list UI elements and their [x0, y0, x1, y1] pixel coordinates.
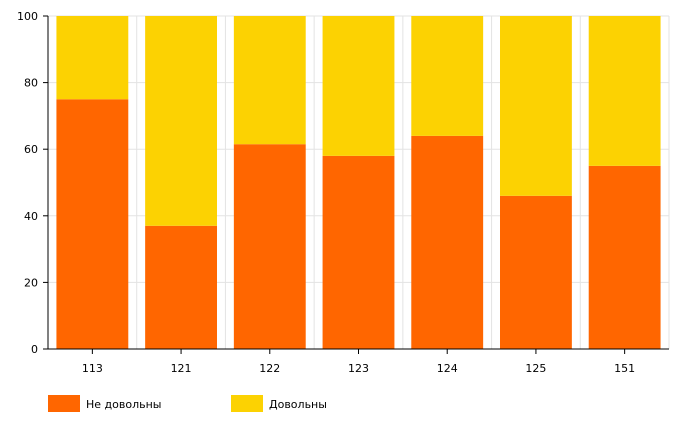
legend-label-not-satisfied: Не довольны — [86, 398, 161, 411]
bar-not-satisfied-121 — [145, 225, 218, 349]
x-tick-label: 123 — [348, 362, 369, 375]
bar-satisfied-151 — [588, 16, 661, 166]
y-tick-label: 40 — [24, 210, 38, 223]
bar-satisfied-122 — [233, 16, 306, 145]
y-tick-label: 80 — [24, 77, 38, 90]
bar-satisfied-121 — [145, 16, 218, 226]
y-tick-labels: 0 20 40 60 80 100 — [17, 10, 48, 356]
bar-satisfied-113 — [56, 16, 129, 100]
y-tick-label: 20 — [24, 276, 38, 289]
x-tick-label: 113 — [82, 362, 103, 375]
x-tick-label: 125 — [525, 362, 546, 375]
y-tick-label: 100 — [17, 10, 38, 23]
bar-not-satisfied-151 — [588, 165, 661, 349]
x-tick-label: 124 — [437, 362, 458, 375]
legend: Не довольны Довольны — [48, 395, 327, 412]
legend-label-satisfied: Довольны — [269, 398, 327, 411]
x-tick-label: 151 — [614, 362, 635, 375]
legend-swatch-satisfied — [231, 395, 263, 412]
bar-satisfied-124 — [411, 16, 484, 136]
legend-swatch-not-satisfied — [48, 395, 80, 412]
x-tick-label: 121 — [171, 362, 192, 375]
bars — [56, 16, 661, 349]
x-tick-labels: 113 121 122 123 124 125 151 — [82, 349, 635, 375]
bar-satisfied-125 — [499, 16, 572, 196]
bar-not-satisfied-122 — [233, 144, 306, 349]
bar-not-satisfied-125 — [499, 195, 572, 349]
x-tick-label: 122 — [259, 362, 280, 375]
bar-not-satisfied-124 — [411, 135, 484, 349]
bar-satisfied-123 — [322, 16, 395, 156]
bar-not-satisfied-113 — [56, 99, 129, 349]
y-tick-label: 0 — [31, 343, 38, 356]
y-tick-label: 60 — [24, 143, 38, 156]
bar-not-satisfied-123 — [322, 155, 395, 349]
